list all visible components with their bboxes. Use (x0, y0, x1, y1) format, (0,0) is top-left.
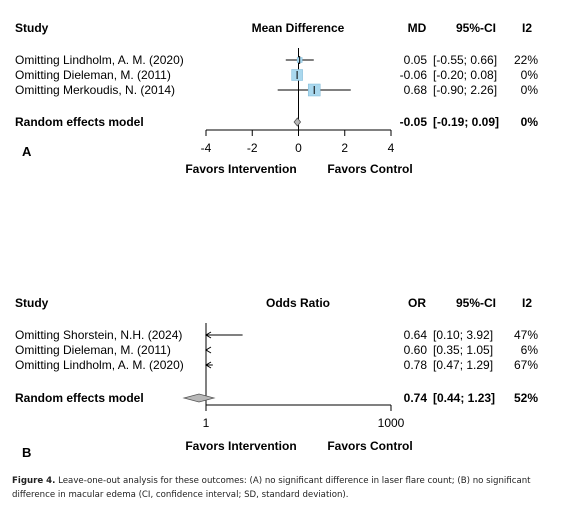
panel-a-est-value: 0.05 (404, 53, 428, 67)
panel-b-ci-arrow (205, 331, 212, 339)
panel-a-est-value: -0.06 (400, 68, 428, 82)
panel-b-ci-value: [0.47; 1.29] (433, 358, 493, 372)
panel-b-favors-left: Favors Intervention (185, 439, 296, 453)
panel-b-est-value: 0.64 (404, 328, 428, 342)
panel-b-header-effect: Odds Ratio (266, 296, 330, 310)
panel-b-est-value: 0.60 (404, 343, 428, 357)
panel-a-header-effect: Mean Difference (252, 21, 345, 35)
panel-b-favors-right: Favors Control (327, 439, 412, 453)
panel-b-x-tick-label: 1000 (378, 416, 405, 430)
panel-b-i2-value: 6% (521, 343, 539, 357)
panel-a-panel-label: A (22, 144, 32, 159)
panel-b-ci-arrow (205, 346, 212, 354)
panel-b-ci-value: [0.10; 3.92] (433, 328, 493, 342)
panel-a-summary-ci: [-0.19; 0.09] (433, 115, 499, 129)
panel-a-study-label: Omitting Merkoudis, N. (2014) (15, 83, 175, 97)
panel-a-i2-value: 22% (514, 53, 538, 67)
panel-b-est-value: 0.78 (404, 358, 428, 372)
panel-b-summary-ci: [0.44; 1.23] (433, 391, 495, 405)
panel-a-summary-i2: 0% (521, 115, 539, 129)
panel-a-header-ci: 95%-CI (456, 21, 496, 35)
panel-b-study-label: Omitting Shorstein, N.H. (2024) (15, 328, 182, 342)
figure-caption: Figure 4. Leave-one-out analysis for the… (12, 474, 572, 502)
panel-a-x-tick-label: 0 (295, 141, 302, 155)
panel-b-study-label: Omitting Dieleman, M. (2011) (15, 343, 171, 357)
panel-b-summary-label: Random effects model (15, 391, 144, 405)
panel-a-i2-value: 0% (521, 83, 539, 97)
panel-b-i2-value: 67% (514, 358, 538, 372)
panel-a-favors-left: Favors Intervention (185, 162, 296, 176)
panel-b-ci-arrow (205, 361, 212, 369)
forest-plot-figure: Study Mean Difference MD 95%-CI I2 Omitting L… (15, 21, 539, 460)
panel-a-ci-value: [-0.55; 0.66] (433, 53, 497, 67)
panel-a-ci-value: [-0.20; 0.08] (433, 68, 497, 82)
panel-a-summary-est: -0.05 (400, 115, 428, 129)
caption-label: Figure 4. (12, 476, 56, 486)
panel-b-study-label: Omitting Lindholm, A. M. (2020) (15, 358, 184, 372)
panel-b-ci-value: [0.35; 1.05] (433, 343, 493, 357)
panel-a-summary-diamond (293, 117, 302, 127)
caption-text: Leave-one-out analysis for these outcome… (12, 476, 531, 500)
panel-a-summary-label: Random effects model (15, 115, 144, 129)
panel-a-x-tick-label: 2 (341, 141, 348, 155)
panel-b-header-study: Study (15, 296, 49, 310)
panel-a-x-tick-label: 4 (388, 141, 395, 155)
panel-a-favors-right: Favors Control (327, 162, 412, 176)
panel-a-ci-value: [-0.90; 2.26] (433, 83, 497, 97)
panel-b-x-tick-label: 1 (203, 416, 210, 430)
panel-a-i2-value: 0% (521, 68, 539, 82)
panel-b-i2-value: 47% (514, 328, 538, 342)
panel-b-header-est: OR (408, 296, 426, 310)
panel-a-study-label: Omitting Dieleman, M. (2011) (15, 68, 171, 82)
panel-b-header-ci: 95%-CI (456, 296, 496, 310)
panel-b-summary-diamond (182, 393, 216, 403)
panel-b-summary-est: 0.74 (404, 391, 428, 405)
panel-a-header-est: MD (408, 21, 427, 35)
panel-a-header-i2: I2 (522, 21, 532, 35)
panel-b-summary-i2: 52% (514, 391, 538, 405)
panel-a-study-label: Omitting Lindholm, A. M. (2020) (15, 53, 184, 67)
panel-a-est-value: 0.68 (404, 83, 428, 97)
panel-b-header-i2: I2 (522, 296, 532, 310)
panel-a-x-tick-label: -2 (247, 141, 258, 155)
panel-a-header-study: Study (15, 21, 49, 35)
panel-a-x-tick-label: -4 (201, 141, 212, 155)
panel-b-panel-label: B (22, 445, 31, 460)
